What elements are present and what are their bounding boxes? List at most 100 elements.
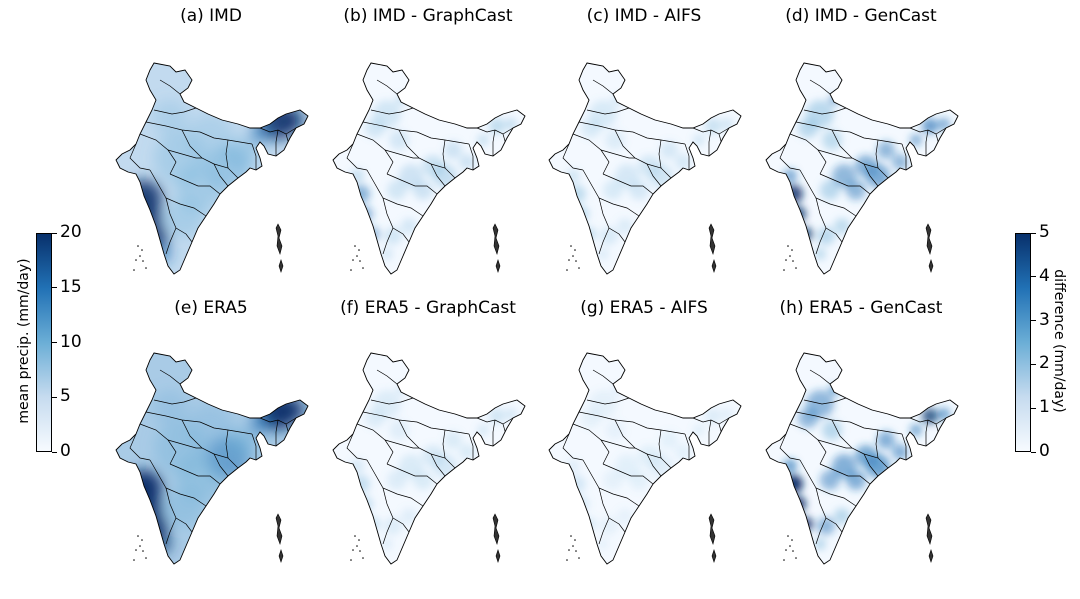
colorbar-tick-mark (1031, 232, 1036, 234)
precip-blob (675, 444, 691, 460)
colorbar-tick-label: 4 (1039, 265, 1050, 286)
island (925, 223, 933, 256)
state-border (468, 433, 474, 460)
state-border (708, 129, 712, 156)
precip-blob (605, 130, 625, 150)
colorbar-tick-label: 2 (1039, 353, 1050, 374)
state-border (684, 143, 690, 170)
colorbar-tick-mark (52, 342, 57, 343)
state-border (809, 369, 831, 385)
precip-blob (938, 408, 950, 420)
state-border (646, 163, 662, 187)
precip-blob (489, 408, 505, 424)
state-border (398, 419, 456, 469)
state-border (376, 369, 398, 385)
precip-blob (675, 154, 691, 170)
state-border (251, 143, 257, 170)
state-border (875, 429, 879, 459)
state-border (468, 143, 474, 170)
state-border (159, 369, 181, 385)
island-dot (145, 557, 147, 559)
country-outline (332, 62, 526, 275)
state-border (225, 139, 229, 169)
precip-blob (629, 180, 649, 200)
colorbar-tick-label: 15 (60, 276, 82, 297)
precip-blob (477, 424, 489, 436)
island (708, 223, 716, 256)
state-border (582, 459, 640, 507)
precip-blob (822, 420, 842, 440)
island (711, 259, 717, 273)
precip-blob (721, 118, 733, 130)
precip-blob (250, 414, 270, 434)
state-border (149, 459, 207, 507)
colorbar-left-label: mean precip. (mm/day) (16, 258, 32, 424)
island-dot (792, 260, 794, 262)
island (278, 549, 284, 563)
precip-blob (629, 470, 649, 490)
precip-blob (352, 185, 370, 203)
state-border (708, 419, 712, 446)
state-border (602, 173, 654, 195)
island-dot (354, 535, 356, 537)
precip-blob (617, 218, 633, 234)
precip-blob (721, 408, 733, 420)
precip-blob (566, 169, 580, 183)
state-border (346, 143, 368, 171)
precip-blob (581, 408, 601, 428)
precip-blob (566, 459, 580, 473)
state-border (366, 169, 424, 217)
island-dot (352, 259, 354, 261)
colorbar-tick-mark (1031, 363, 1036, 365)
state-border (382, 517, 394, 545)
map-panel-d (765, 62, 959, 275)
island (495, 259, 501, 273)
island-dot (572, 255, 574, 257)
state-border (346, 433, 368, 461)
state-border (809, 79, 831, 95)
map-panel-c (548, 62, 742, 275)
precip-blob (817, 517, 835, 535)
colorbar-tick-mark (52, 232, 57, 234)
state-border (658, 429, 662, 459)
state-border (442, 139, 446, 169)
precip-blob (892, 444, 908, 460)
state-border (925, 419, 929, 446)
panel-title-c: (c) IMD - AIFS (586, 6, 702, 26)
state-border (492, 129, 496, 156)
state-border (586, 397, 630, 405)
island (708, 513, 716, 546)
state-border (275, 129, 279, 156)
state-border (370, 107, 414, 115)
state-border (831, 419, 889, 469)
precip-blob (603, 180, 623, 200)
colorbar-tick-label: 5 (1039, 222, 1050, 242)
island-dot (352, 549, 354, 551)
map-panel-e (115, 352, 309, 565)
precip-blob (164, 198, 204, 238)
precip-blob (785, 185, 803, 203)
panel-title-f: (f) ERA5 - GraphCast (340, 298, 516, 318)
island-dot (792, 550, 794, 552)
state-border (817, 439, 852, 449)
island-dot (568, 259, 570, 261)
precip-blob (350, 169, 364, 183)
state-border (819, 463, 871, 485)
precip-blob (164, 488, 204, 528)
state-border (492, 419, 496, 446)
state-border (251, 433, 257, 460)
precip-blob (798, 408, 818, 428)
precip-blob (280, 108, 304, 132)
precip-blob (783, 169, 797, 183)
colorbar-tick-mark (1031, 407, 1036, 409)
precip-blob (581, 118, 601, 138)
country-outline (548, 352, 742, 565)
island-dot (566, 269, 568, 271)
state-border (366, 459, 424, 507)
precip-blob (846, 180, 866, 200)
island (928, 259, 934, 273)
island-dot (787, 245, 789, 247)
precip-blob (366, 227, 380, 241)
precip-blob (250, 124, 270, 144)
precip-blob (152, 390, 188, 426)
